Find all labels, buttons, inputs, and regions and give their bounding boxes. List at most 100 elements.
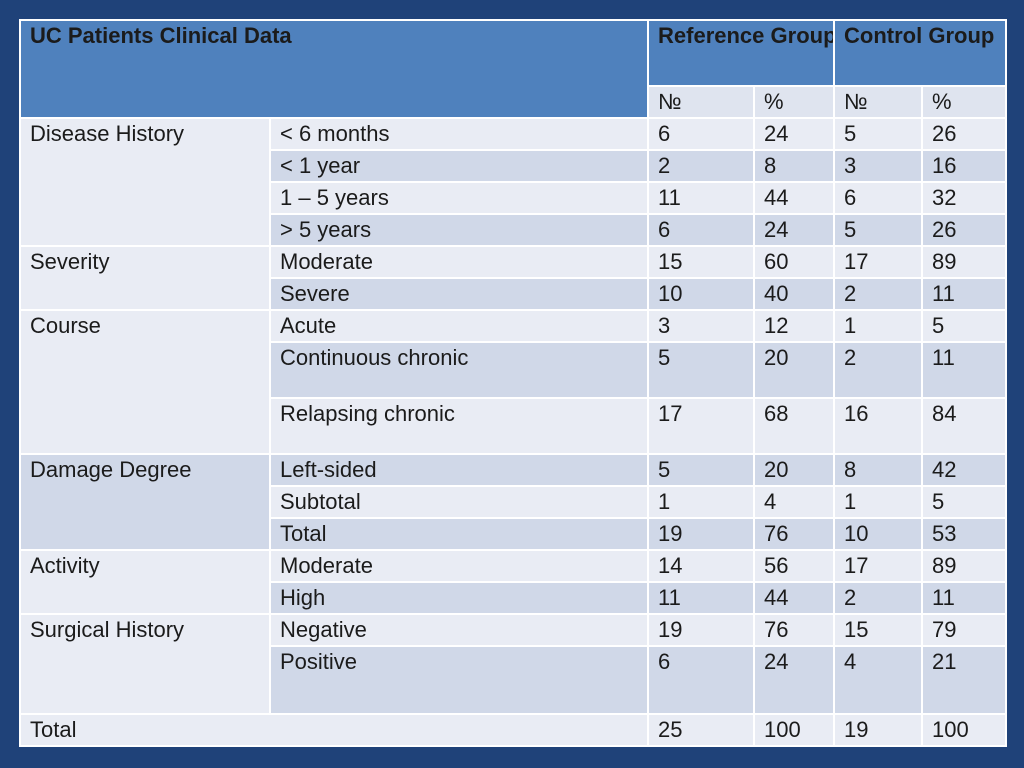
ref-count-cell: 6 [647,645,756,715]
category-cell: Damage Degree [19,453,271,551]
ref-percent-cell: 20 [753,453,836,487]
total-ref-percent: 100 [753,713,836,747]
ref-count-cell: 5 [647,453,756,487]
clinical-data-table: UC Patients Clinical Data Reference Grou… [18,19,1008,747]
control-count-header: № [833,85,924,119]
category-cell: Severity [19,245,271,311]
control-count-cell: 2 [833,581,924,615]
control-count-cell: 6 [833,181,924,215]
table-row: 1 – 5 years 11 44 6 32 [20,181,1008,215]
subcategory-cell: Relapsing chronic [268,397,650,455]
control-count-cell: 4 [833,645,924,715]
ref-count-cell: 17 [647,397,756,455]
control-count-cell: 10 [833,517,924,551]
total-control-percent: 100 [921,713,1008,747]
ref-percent-cell: 76 [753,613,836,647]
control-count-cell: 17 [833,245,924,279]
control-count-cell: 8 [833,453,924,487]
ref-count-cell: 11 [647,181,756,215]
table-row: Positive 6 24 4 21 [20,645,1008,715]
table-title: UC Patients Clinical Data [18,19,650,119]
total-label: Total [18,713,650,747]
category-cell: Surgical History [19,613,271,715]
ref-count-cell: 19 [647,517,756,551]
table-row: Total 19 76 10 53 [20,517,1008,551]
ref-count-cell: 11 [647,581,756,615]
control-percent-cell: 11 [921,581,1008,615]
control-percent-cell: 42 [921,453,1008,487]
subcategory-cell: Severe [268,277,650,311]
ref-count-cell: 3 [647,309,756,343]
control-percent-cell: 11 [921,277,1008,311]
ref-count-cell: 5 [647,341,756,399]
subcategory-cell: < 6 months [268,117,650,151]
total-control-count: 19 [833,713,924,747]
control-count-cell: 16 [833,397,924,455]
subcategory-cell: Acute [268,309,650,343]
reference-count-header: № [647,85,756,119]
subcategory-cell: High [268,581,650,615]
subcategory-cell: < 1 year [268,149,650,183]
ref-count-cell: 6 [647,213,756,247]
table-row: > 5 years 6 24 5 26 [20,213,1008,247]
control-count-cell: 2 [833,341,924,399]
subcategory-cell: Moderate [268,245,650,279]
table-row: Disease History < 6 months 6 24 5 26 [19,117,1008,247]
ref-count-cell: 10 [647,277,756,311]
table-row: Damage Degree Left-sided 5 20 8 42 [19,453,1008,551]
control-count-cell: 15 [833,613,924,647]
control-count-cell: 1 [833,485,924,519]
control-count-cell: 5 [833,117,924,151]
ref-percent-cell: 12 [753,309,836,343]
ref-count-cell: 19 [647,613,756,647]
category-cell: Activity [19,549,271,615]
ref-percent-cell: 24 [753,213,836,247]
table-row: < 1 year 2 8 3 16 [20,149,1008,183]
ref-percent-cell: 76 [753,517,836,551]
reference-group-header: Reference Group [647,19,836,87]
table-row: Course Acute 3 12 1 5 [19,309,1008,455]
category-cell: Course [19,309,271,455]
ref-percent-cell: 4 [753,485,836,519]
control-count-cell: 2 [833,277,924,311]
total-ref-count: 25 [647,713,756,747]
control-count-cell: 3 [833,149,924,183]
control-percent-cell: 5 [921,309,1008,343]
control-percent-cell: 53 [921,517,1008,551]
control-percent-cell: 21 [921,645,1008,715]
ref-percent-cell: 44 [753,181,836,215]
control-count-cell: 17 [833,549,924,583]
control-group-header: Control Group [833,19,1008,87]
control-percent-cell: 11 [921,341,1008,399]
control-percent-cell: 89 [921,549,1008,583]
category-cell: Disease History [19,117,271,247]
table-row: Severe 10 40 2 11 [20,277,1008,311]
ref-count-cell: 15 [647,245,756,279]
reference-percent-header: % [753,85,836,119]
table-row: Continuous chronic 5 20 2 11 [20,341,1008,399]
subcategory-cell: Positive [268,645,650,715]
subcategory-cell: Moderate [268,549,650,583]
ref-percent-cell: 40 [753,277,836,311]
ref-percent-cell: 8 [753,149,836,183]
control-percent-cell: 84 [921,397,1008,455]
control-percent-cell: 5 [921,485,1008,519]
table-row: High 11 44 2 11 [20,581,1008,615]
control-percent-cell: 32 [921,181,1008,215]
ref-count-cell: 1 [647,485,756,519]
ref-percent-cell: 56 [753,549,836,583]
ref-percent-cell: 44 [753,581,836,615]
control-percent-cell: 89 [921,245,1008,279]
ref-percent-cell: 60 [753,245,836,279]
subcategory-cell: Left-sided [268,453,650,487]
ref-count-cell: 2 [647,149,756,183]
subcategory-cell: > 5 years [268,213,650,247]
control-percent-header: % [921,85,1008,119]
ref-percent-cell: 20 [753,341,836,399]
subcategory-cell: Subtotal [268,485,650,519]
control-percent-cell: 26 [921,117,1008,151]
ref-percent-cell: 68 [753,397,836,455]
ref-count-cell: 14 [647,549,756,583]
ref-count-cell: 6 [647,117,756,151]
table-row: Activity Moderate 14 56 17 89 [19,549,1008,615]
